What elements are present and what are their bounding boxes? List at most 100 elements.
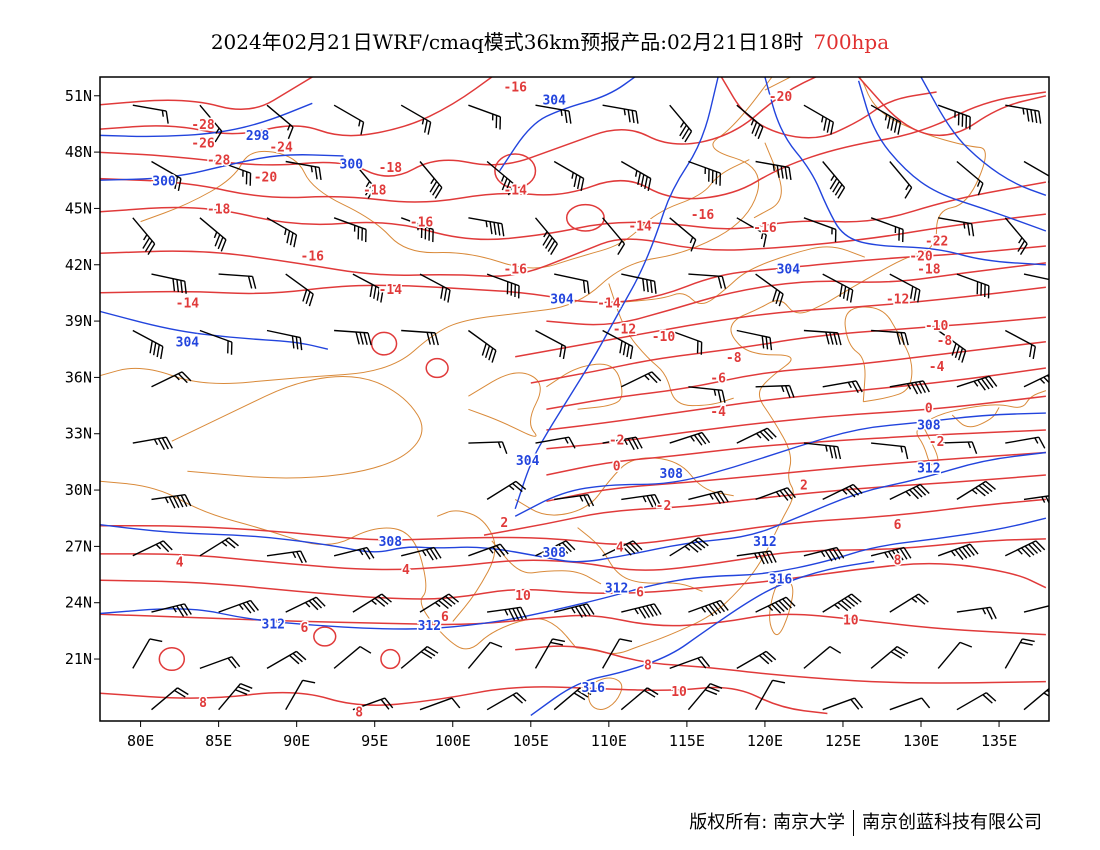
wind-barb xyxy=(333,217,367,243)
wind-barb xyxy=(870,217,904,243)
wind-barb xyxy=(669,537,709,557)
boundary-line xyxy=(576,300,828,655)
wind-barb xyxy=(352,161,376,199)
boundary-line xyxy=(764,77,986,303)
height-contour xyxy=(857,80,1047,232)
wind-barb xyxy=(956,606,997,620)
wind-barb xyxy=(754,679,786,711)
height-label: 308 xyxy=(660,467,684,482)
wind-barb xyxy=(870,104,902,135)
wind-barb xyxy=(266,550,307,564)
height-label: 304 xyxy=(542,94,566,109)
temperature-isotherm xyxy=(515,286,1046,358)
footer-divider xyxy=(853,810,854,836)
height-label: 312 xyxy=(753,535,776,550)
wind-barb xyxy=(602,104,639,124)
wind-barb xyxy=(132,436,173,451)
wind-barb xyxy=(486,273,520,299)
temperature-label: 4 xyxy=(616,540,624,555)
lat-label: 30N xyxy=(65,481,92,499)
temperature-label: -2 xyxy=(929,435,945,450)
temperature-label: -4 xyxy=(710,405,726,420)
temperature-label: 2 xyxy=(500,516,508,531)
wind-barb xyxy=(468,441,508,455)
temperature-contour-labels: -16-20-28-26 -24-28-20-18-18-14-18-16-16-… xyxy=(174,79,954,721)
boundary-line xyxy=(100,77,773,384)
wind-barb xyxy=(534,217,558,255)
height-contour xyxy=(499,77,637,172)
temperature-isotherm xyxy=(100,498,1046,545)
lat-label: 24N xyxy=(65,594,92,612)
temperature-label: -14 xyxy=(503,184,527,199)
wind-barb xyxy=(1005,436,1046,449)
wind-barb xyxy=(736,217,767,248)
wind-barb xyxy=(333,645,372,669)
temperature-label: 4 xyxy=(402,563,410,578)
wind-barb xyxy=(602,436,643,451)
temperature-label: -18 xyxy=(207,202,231,217)
wind-barb xyxy=(199,217,227,252)
wind-barb xyxy=(736,550,777,565)
wind-barb xyxy=(1004,329,1037,360)
temperature-label: 2 xyxy=(800,478,808,493)
height-label: 304 xyxy=(550,293,574,308)
temperature-cell xyxy=(565,203,605,232)
country-boundaries xyxy=(100,77,1047,710)
wind-barb xyxy=(535,104,572,124)
wind-barb xyxy=(199,104,223,143)
wind-barb xyxy=(1023,603,1049,613)
wind-barb xyxy=(467,329,497,363)
wind-barb xyxy=(889,161,913,199)
wind-barb xyxy=(218,160,252,186)
wind-barb xyxy=(199,537,239,557)
wind-barb xyxy=(1023,371,1049,388)
wind-barb xyxy=(620,371,662,388)
temperature-label: 4 xyxy=(176,555,184,570)
wind-barb xyxy=(132,638,163,669)
wind-barb xyxy=(468,543,509,558)
boundary-line xyxy=(514,457,734,516)
wind-barb xyxy=(889,593,929,613)
wind-barb xyxy=(467,641,503,669)
wind-barb xyxy=(688,386,726,403)
wind-barb xyxy=(669,329,703,355)
temperature-label: -14 xyxy=(379,283,403,298)
wind-barb xyxy=(199,656,241,670)
temperature-label: -20 xyxy=(254,171,278,186)
wind-barb xyxy=(803,104,835,135)
lat-label: 27N xyxy=(65,537,92,555)
boundary-line xyxy=(608,283,734,407)
temperature-isotherm xyxy=(546,429,1046,476)
wind-barb xyxy=(803,546,845,562)
wind-barb xyxy=(468,217,505,237)
wind-barb xyxy=(755,596,796,614)
lon-label: 135E xyxy=(981,732,1017,750)
wind-barb xyxy=(621,493,662,508)
wind-barb xyxy=(601,638,633,669)
temperature-label: 10 xyxy=(843,614,859,629)
wind-barb xyxy=(889,483,930,501)
wind-barb xyxy=(419,697,461,711)
wind-barb xyxy=(352,273,384,303)
temperature-isotherm xyxy=(100,91,1047,203)
temperature-label: -24 xyxy=(269,140,293,155)
temperature-label: -14 xyxy=(628,219,652,234)
latitude-axis: 51N 48N 45N 42N 39N 36N 33N 30N 27N 24N 21N xyxy=(65,87,100,668)
temperature-label: 6 xyxy=(301,621,309,636)
wind-barb xyxy=(669,431,711,446)
lat-label: 33N xyxy=(65,425,92,443)
wind-barb xyxy=(553,687,592,711)
height-contour-labels: 304 298 300 300 304 304 304 304 308 308 312 312 308 3… xyxy=(151,92,942,698)
lon-label: 120E xyxy=(747,732,783,750)
copyright-text: 版权所有: 南京大学 xyxy=(689,812,845,833)
lon-label: 90E xyxy=(283,732,310,750)
wind-barb xyxy=(871,329,909,346)
temperature-label: -16 xyxy=(753,221,777,236)
wind-barb xyxy=(535,329,567,360)
temperature-label: 0 xyxy=(925,401,933,416)
temperature-isotherm xyxy=(546,367,1047,431)
temperature-label: -20 xyxy=(769,90,793,105)
wind-barb xyxy=(687,683,723,711)
map-title: 2024年02月21日WRF/cmaq模式36km预报产品:02月21日18时 7… xyxy=(0,26,1100,55)
boundary-line xyxy=(100,480,577,650)
